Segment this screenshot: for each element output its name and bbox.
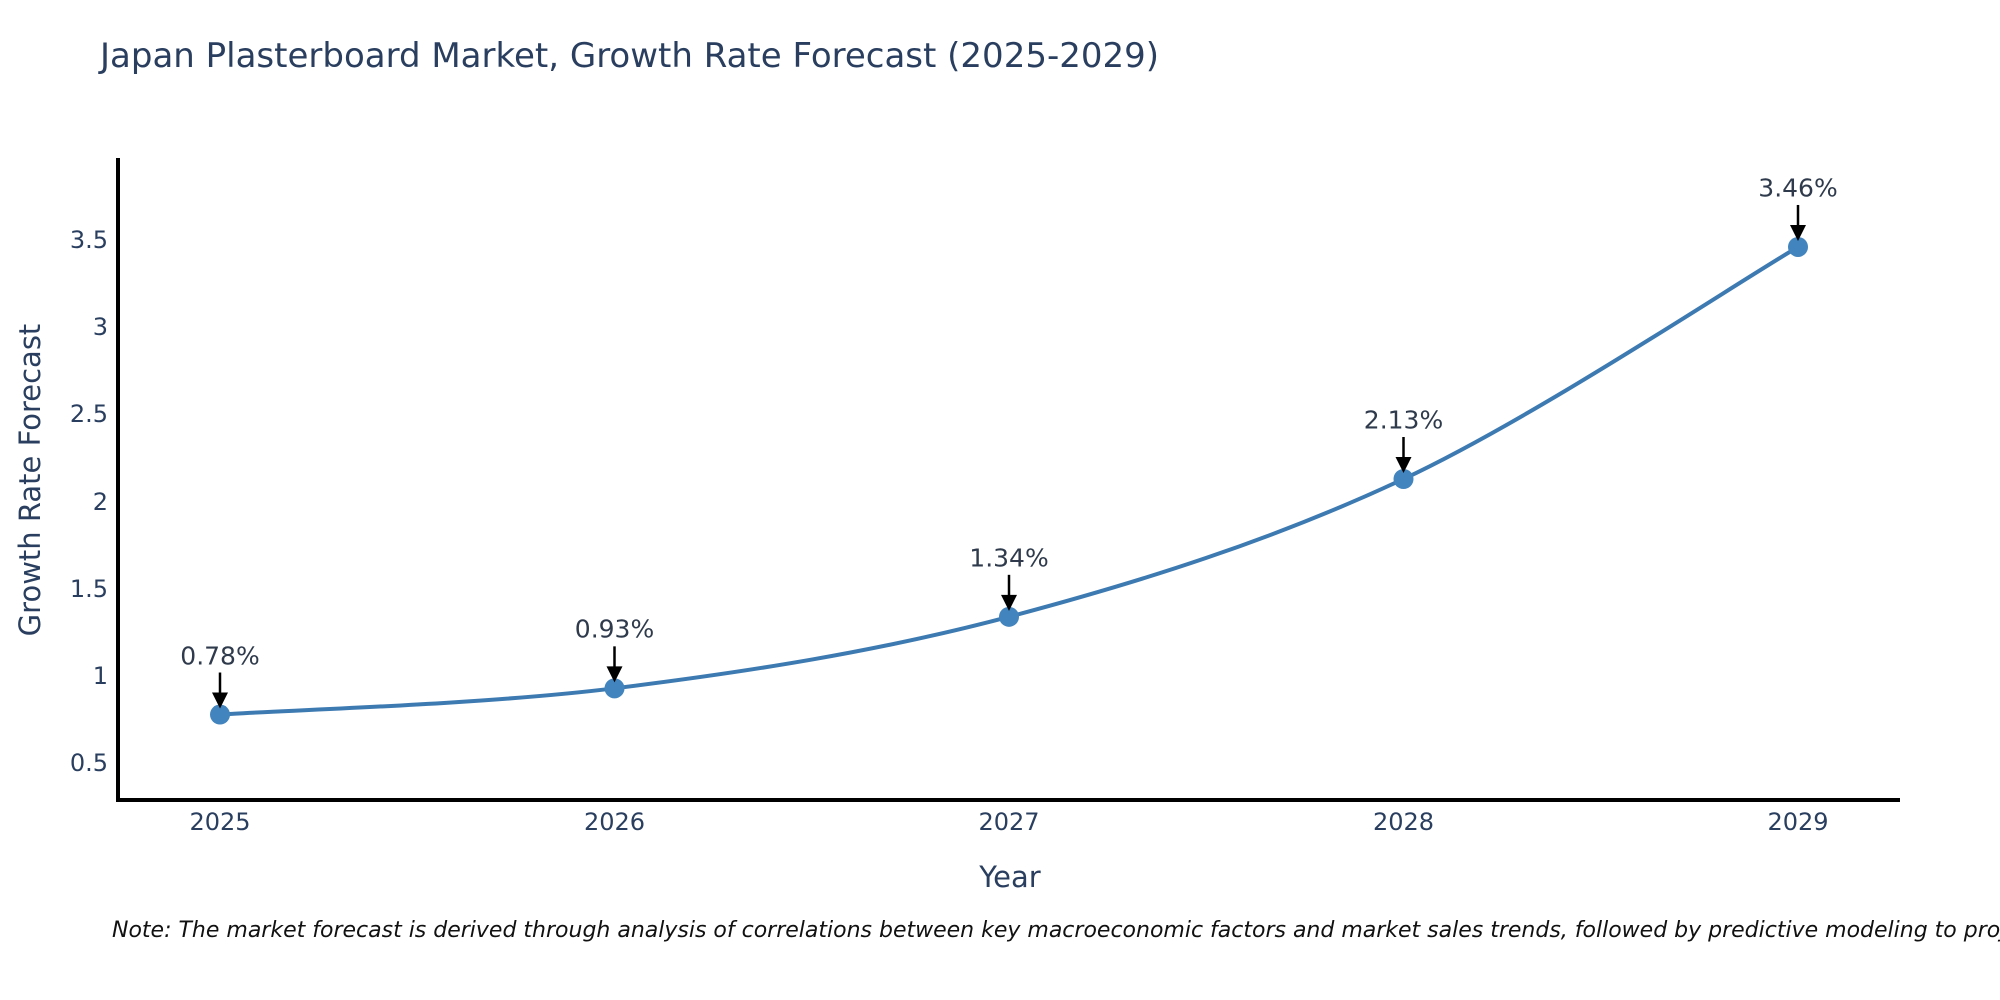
annotation-arrowhead <box>606 666 623 683</box>
x-tick-label: 2027 <box>978 808 1040 836</box>
y-tick-label: 2 <box>92 487 108 516</box>
annotation-arrowhead <box>1001 594 1017 611</box>
annotation-arrowhead <box>1790 224 1806 241</box>
x-axis-title: Year <box>979 860 1041 894</box>
y-tick-label: 3.5 <box>69 225 108 254</box>
data-point[interactable] <box>604 678 625 699</box>
y-tick-label: 1 <box>92 662 108 691</box>
x-tick-label: 2026 <box>583 808 646 836</box>
annotation-label: 0.93% <box>574 614 655 644</box>
data-point[interactable] <box>1393 469 1414 489</box>
data-point[interactable] <box>210 704 230 725</box>
y-tick-label: 2.5 <box>69 400 108 429</box>
data-point[interactable] <box>999 606 1019 627</box>
annotation-arrowhead <box>1395 457 1412 473</box>
chart-title: Japan Plasterboard Market, Growth Rate F… <box>100 36 1160 76</box>
axis-spines <box>116 158 1900 802</box>
annotation-label: 2.13% <box>1363 405 1444 435</box>
x-tick-label: 2028 <box>1372 808 1435 836</box>
series-line <box>219 245 1800 717</box>
x-tick-label: 2029 <box>1767 808 1829 836</box>
y-tick-label: 0.5 <box>69 749 108 778</box>
footnote: Note: The market forecast is derived thr… <box>112 918 2000 943</box>
y-tick-label: 1.5 <box>69 574 108 603</box>
annotation-label: 3.46% <box>1758 173 1838 203</box>
data-point[interactable] <box>1788 236 1808 257</box>
y-tick-label: 3 <box>92 313 108 342</box>
annotation-label: 1.34% <box>969 543 1049 573</box>
annotation-label: 0.78% <box>180 641 260 671</box>
x-tick-label: 2025 <box>189 808 251 836</box>
annotation-arrowhead <box>212 692 228 709</box>
